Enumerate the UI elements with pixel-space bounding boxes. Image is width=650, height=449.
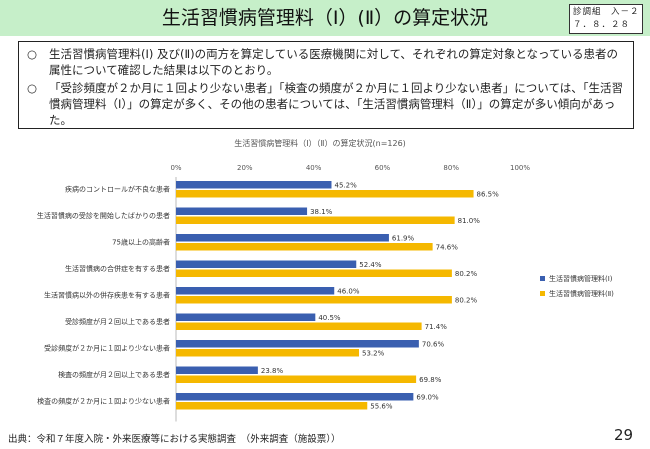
bullet-mark: ○ (27, 81, 38, 95)
document-code-line2: ７．８．２８ (573, 20, 631, 30)
data-label: 45.2% (334, 182, 357, 190)
data-label: 40.5% (318, 314, 341, 322)
bar (176, 260, 357, 268)
document-code-line1: 診調組 入－２ (573, 7, 640, 17)
bar (176, 296, 452, 304)
bullet-mark: ○ (27, 47, 38, 61)
bar (176, 190, 474, 198)
category-label: 検査の頻度が２か月に１回より少ない患者 (37, 397, 170, 406)
x-tick-label: 80% (443, 164, 459, 172)
page-title: 生活習慣病管理料（Ⅰ）(Ⅱ）の算定状況 (161, 7, 489, 29)
data-label: 53.2% (362, 350, 385, 358)
x-tick-label: 0% (170, 164, 181, 172)
data-label: 74.6% (436, 244, 459, 252)
category-label: 生活習慣病の受診を開始したばかりの患者 (37, 211, 170, 220)
bar (176, 287, 335, 295)
data-label: 71.4% (425, 323, 448, 331)
category-label: 受診頻度が２か月に１回より少ない患者 (44, 344, 170, 353)
data-label: 69.8% (419, 376, 442, 384)
category-label: 受診頻度が月２回以上である患者 (65, 317, 170, 326)
summary-text: 生活習慣病管理料(Ⅰ) 及び(Ⅱ)の両方を算定している医療機関に対して、それぞれ… (49, 47, 618, 77)
x-tick-label: 60% (375, 164, 391, 172)
legend-swatch (540, 291, 545, 296)
bar (176, 375, 417, 383)
bar (176, 340, 419, 348)
legend-swatch (540, 276, 545, 281)
data-label: 46.0% (337, 288, 360, 296)
data-label: 38.1% (310, 208, 333, 216)
chart-title: 生活習慣病管理料（Ⅰ）（Ⅱ）の算定状況(n=126) (234, 138, 406, 148)
data-label: 23.8% (261, 367, 284, 375)
bar (176, 234, 389, 242)
bar (176, 313, 316, 321)
title-bar (0, 0, 650, 36)
bar (176, 349, 360, 357)
bar (176, 366, 258, 374)
data-label: 52.4% (359, 261, 382, 269)
data-label: 69.0% (416, 394, 439, 402)
data-label: 86.5% (477, 191, 500, 199)
category-label: 75歳以上の高齢者 (112, 238, 170, 247)
x-tick-label: 40% (306, 164, 322, 172)
data-label: 80.2% (455, 270, 478, 278)
legend-entry: 生活習慣病管理料(Ⅰ) (549, 274, 613, 283)
summary-box: ○ 生活習慣病管理料(Ⅰ) 及び(Ⅱ)の両方を算定している医療機関に対して、それ… (18, 41, 634, 129)
category-label: 疾病のコントロールが不良な患者 (65, 185, 170, 194)
bar (176, 216, 455, 224)
bar (176, 207, 308, 215)
data-label: 81.0% (458, 217, 481, 225)
bar (176, 243, 433, 251)
document-code-box: 診調組 入－２ ７．８．２８ (569, 4, 643, 34)
x-tick-label: 100% (510, 164, 530, 172)
page-number: 29 (614, 426, 634, 444)
data-label: 80.2% (455, 297, 478, 305)
data-label: 61.9% (392, 235, 415, 243)
category-label: 検査の頻度が月２回以上である患者 (58, 370, 170, 379)
bar (176, 393, 414, 401)
summary-item: ○ 生活習慣病管理料(Ⅰ) 及び(Ⅱ)の両方を算定している医療機関に対して、それ… (27, 46, 625, 78)
bar (176, 402, 368, 410)
legend-entry: 生活習慣病管理料(Ⅱ) (549, 289, 614, 298)
bar (176, 269, 452, 277)
category-label: 生活習慣病の合併症を有する患者 (65, 264, 170, 273)
source-note: 出典：令和７年度入院・外来医療等における実態調査 （外来調査（施設票）） (8, 434, 341, 445)
x-tick-label: 20% (237, 164, 253, 172)
category-label: 生活習慣病以外の併存疾患を有する患者 (44, 291, 170, 300)
bar (176, 322, 422, 330)
data-label: 70.6% (422, 341, 445, 349)
summary-item: ○ 「受診頻度が２か月に１回より少ない患者」「検査の頻度が２か月に１回より少ない… (27, 80, 625, 128)
bar (176, 181, 332, 189)
summary-text: 「受診頻度が２か月に１回より少ない患者」「検査の頻度が２か月に１回より少ない患者… (49, 81, 623, 127)
data-label: 55.6% (370, 403, 393, 411)
